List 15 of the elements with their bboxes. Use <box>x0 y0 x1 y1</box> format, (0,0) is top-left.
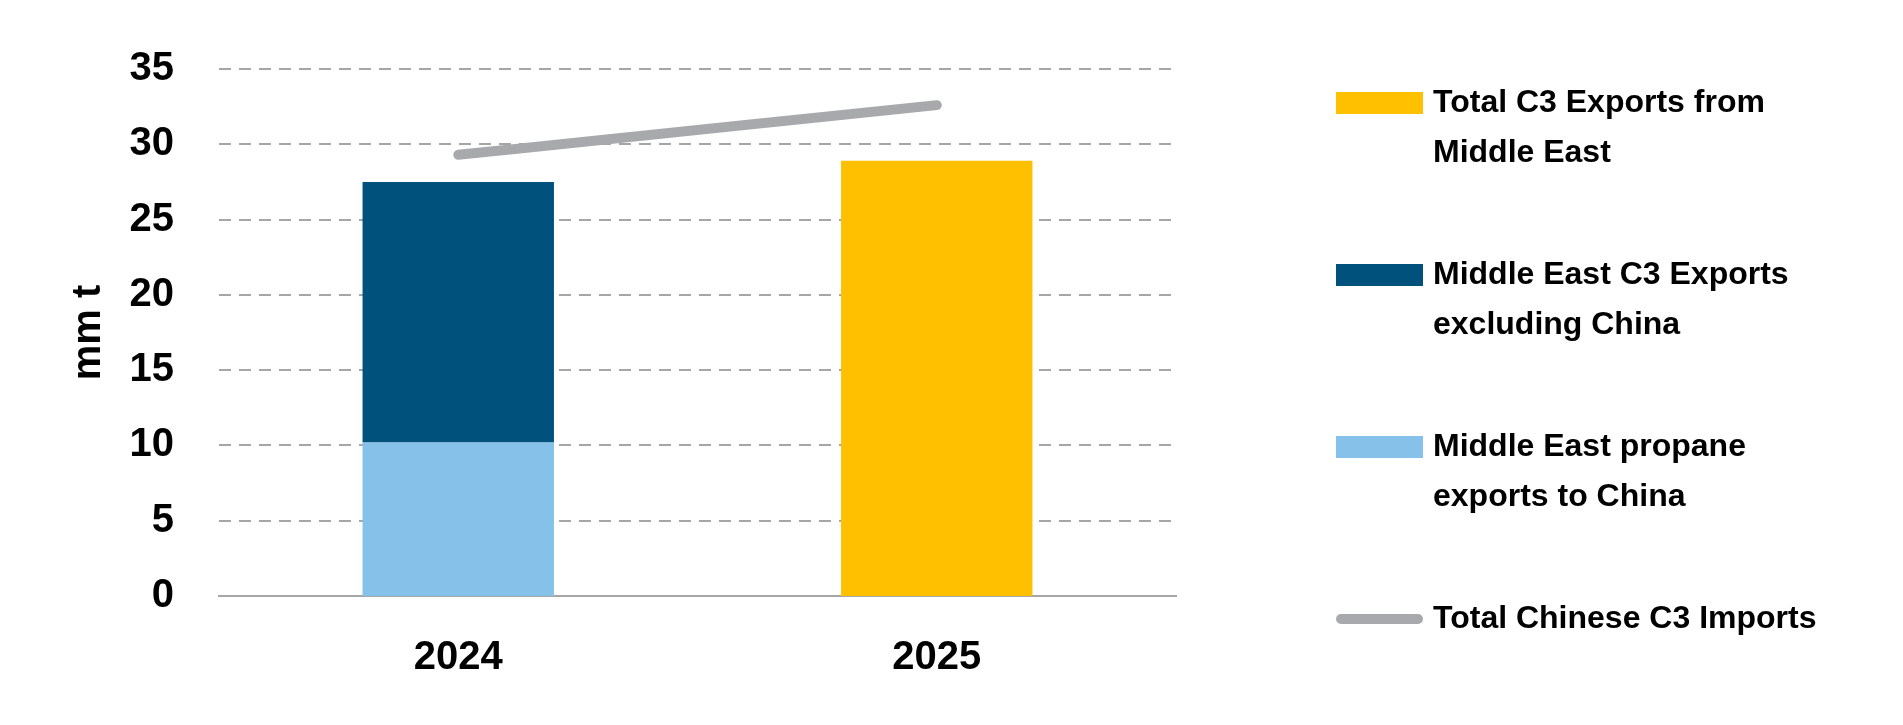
y-tick-label: 35 <box>129 44 174 89</box>
y-tick-label: 0 <box>151 571 174 616</box>
y-tick-label: 10 <box>129 420 174 465</box>
x-tick-label: 2025 <box>892 633 982 678</box>
legend-label: Total Chinese C3 Imports <box>1433 598 1817 635</box>
y-tick-label: 25 <box>129 194 174 239</box>
y-axis-title: mm t <box>64 284 109 381</box>
legend-label: Middle East propane exports to China <box>1433 426 1746 513</box>
legend-label: Total C3 Exports from Middle East <box>1433 82 1765 169</box>
y-tick-label: 15 <box>129 345 174 390</box>
y-tick-label: 20 <box>129 269 174 314</box>
x-tick-label: 2024 <box>413 633 504 678</box>
y-tick-label: 5 <box>151 495 174 540</box>
legend-label: Middle East C3 Exports excluding China <box>1433 254 1789 341</box>
y-tick-label: 30 <box>129 119 174 164</box>
